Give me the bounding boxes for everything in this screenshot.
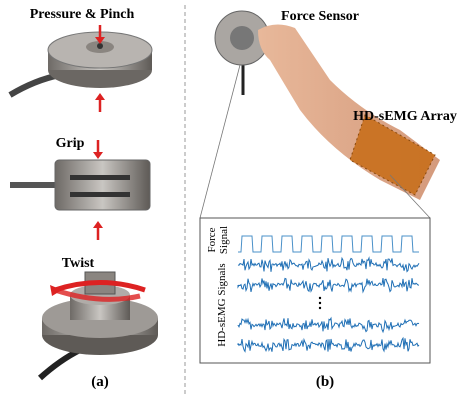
label: Force Sensor xyxy=(281,9,359,24)
caption: (b) xyxy=(316,374,334,390)
force-label: Signal xyxy=(218,226,230,254)
label: Grip xyxy=(56,136,85,151)
caption: (a) xyxy=(91,374,109,390)
grip-sensor xyxy=(10,140,150,240)
label: Twist xyxy=(62,256,95,271)
pressure-sensor xyxy=(10,25,152,112)
force-label: Force xyxy=(206,227,218,252)
label: HD-sEMG Array xyxy=(353,109,457,124)
ellipsis xyxy=(319,297,321,309)
emg-label: HD-sEMG Signals xyxy=(216,263,228,346)
label: Pressure & Pinch xyxy=(30,7,135,22)
twist-sensor xyxy=(40,272,158,378)
signal-box xyxy=(200,218,430,363)
figure: Pressure & Pinch Grip Twist (a) xyxy=(0,0,461,402)
